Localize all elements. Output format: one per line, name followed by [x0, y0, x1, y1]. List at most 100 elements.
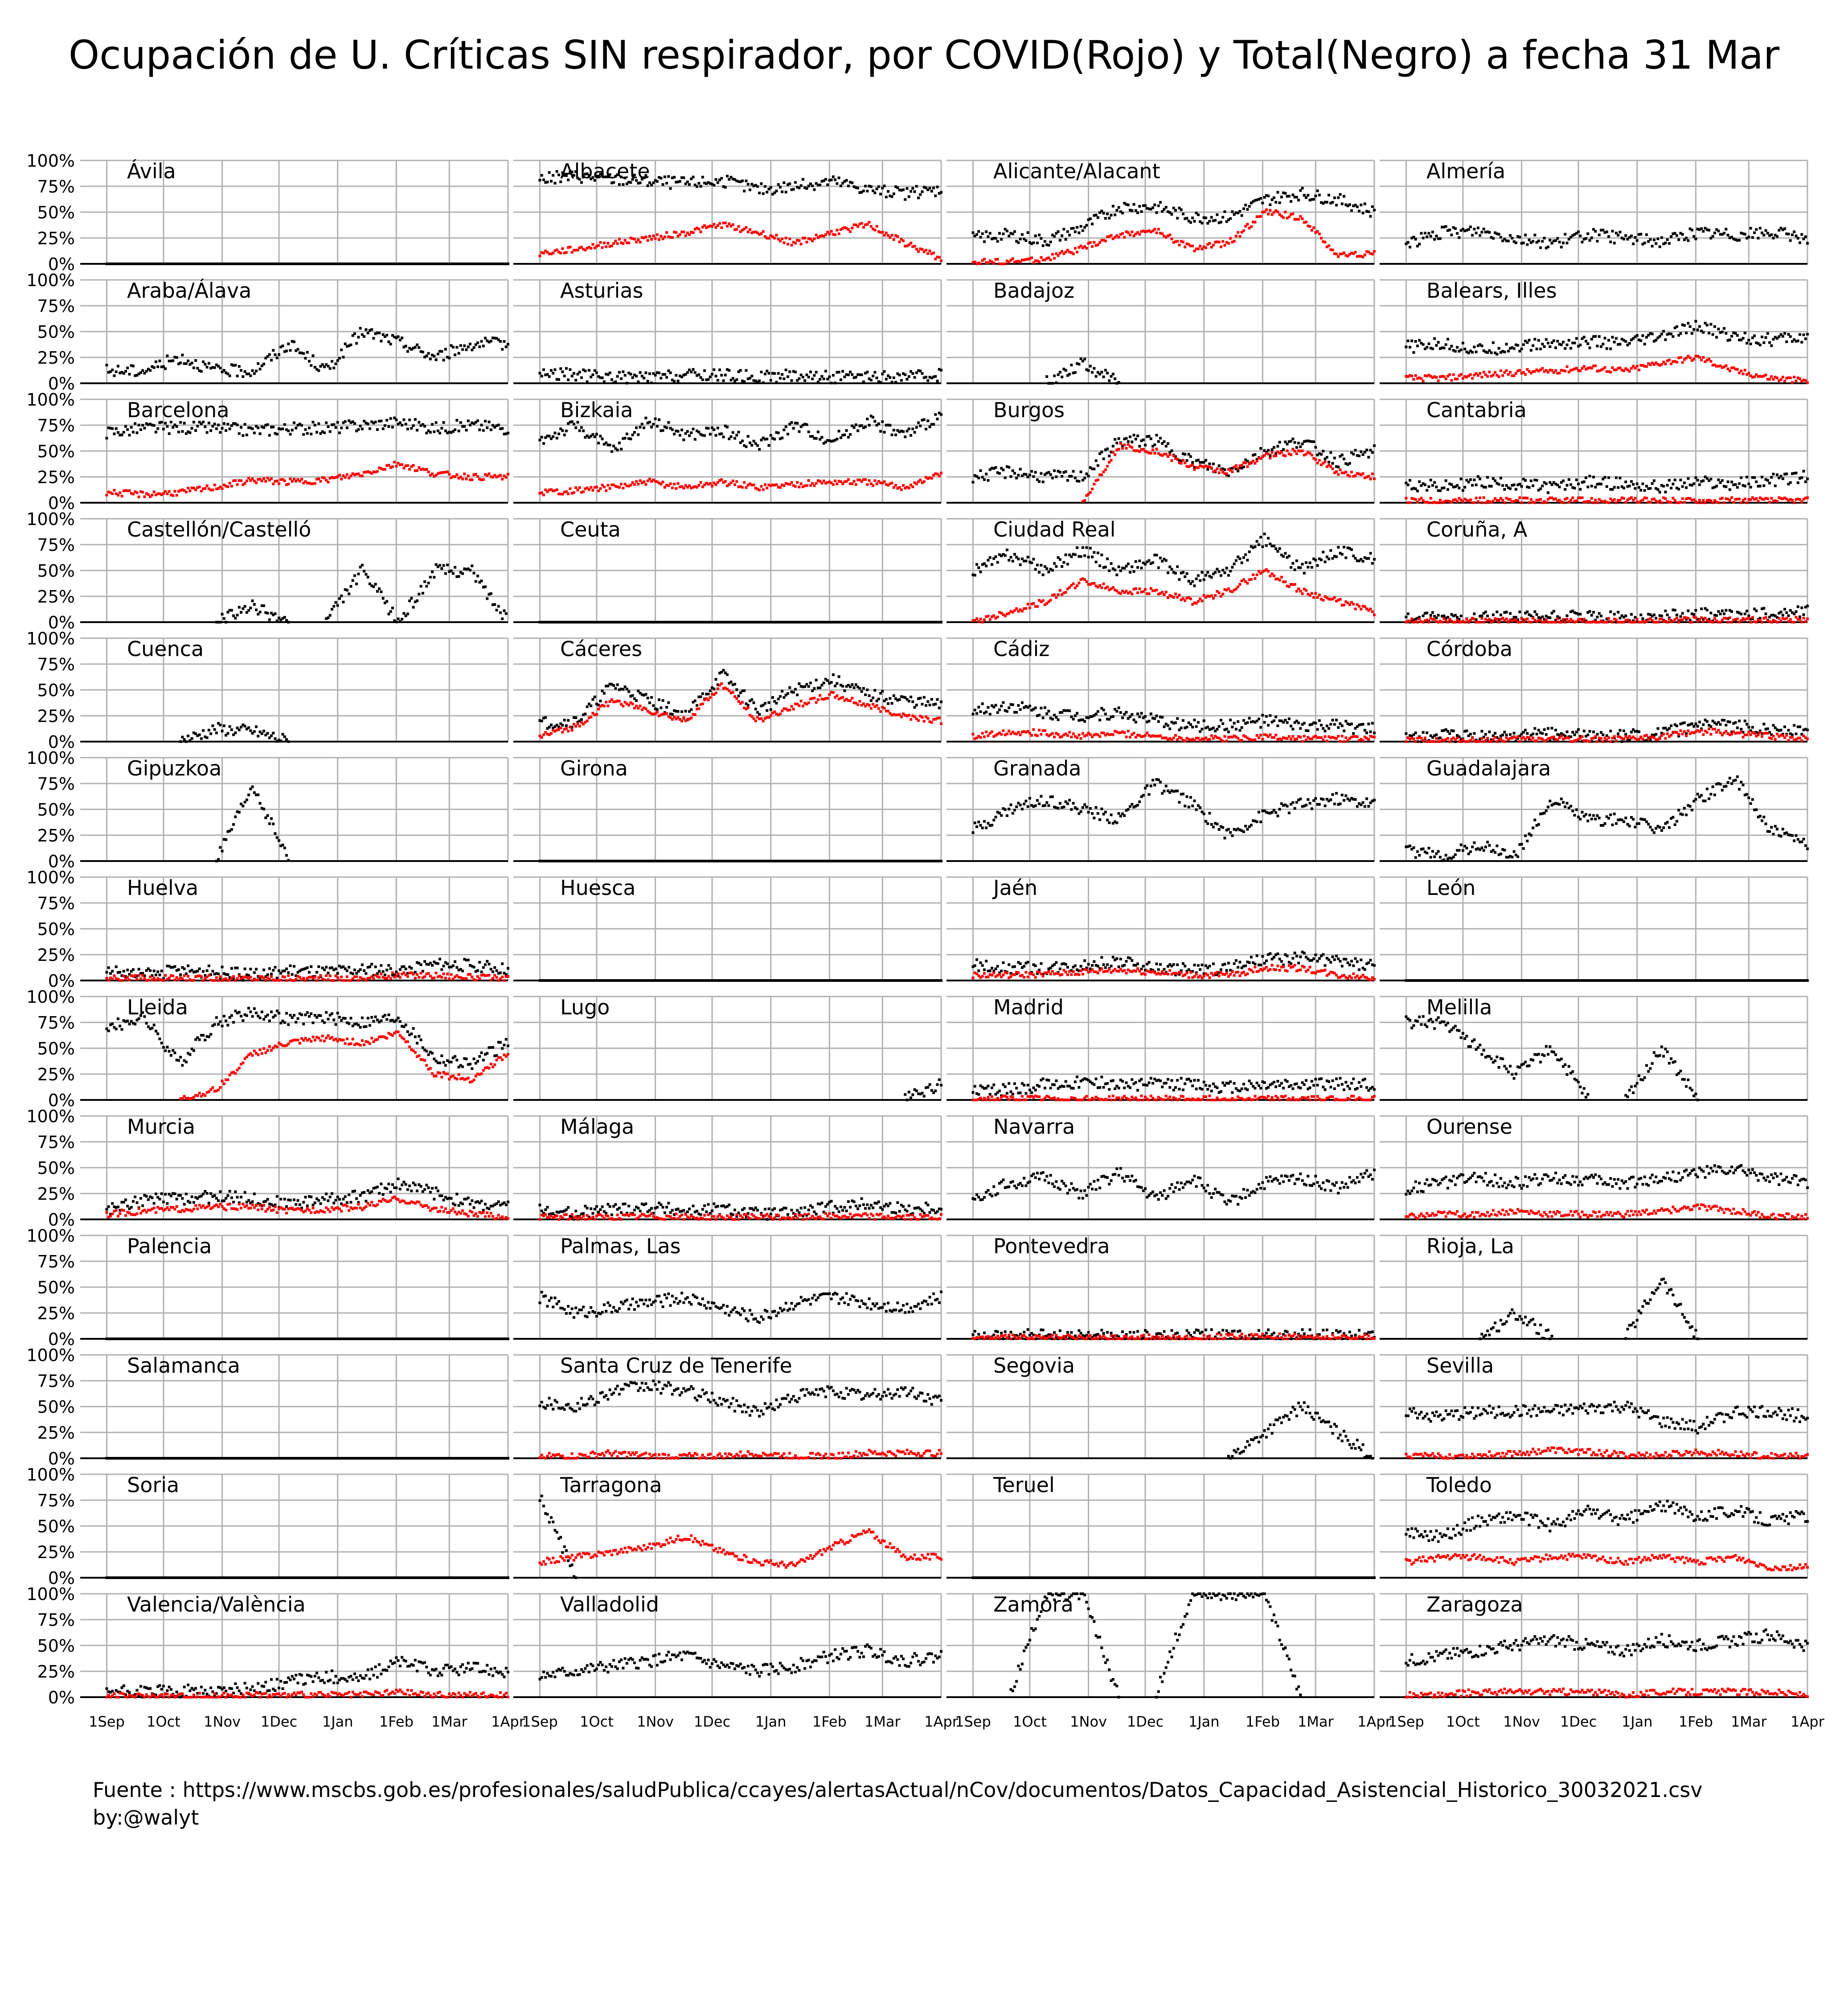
total-point — [586, 434, 589, 437]
covid-point — [1270, 213, 1274, 216]
covid-point — [877, 230, 880, 233]
total-point — [559, 427, 562, 431]
covid-point — [713, 481, 716, 484]
covid-point — [561, 247, 564, 250]
total-point — [1437, 341, 1440, 344]
total-point — [1013, 230, 1016, 233]
total-point — [1492, 237, 1495, 240]
covid-point — [917, 250, 920, 253]
total-point — [1161, 560, 1164, 563]
total-point — [940, 191, 942, 194]
total-point — [864, 425, 867, 428]
total-point — [152, 424, 156, 427]
total-point — [307, 427, 311, 430]
total-point — [1719, 481, 1722, 484]
covid-point — [1227, 242, 1230, 245]
covid-point — [1206, 465, 1209, 468]
total-point — [605, 621, 608, 624]
covid-point — [349, 474, 352, 477]
covid-point — [726, 225, 729, 228]
total-point — [1709, 237, 1713, 240]
covid-point — [1670, 362, 1673, 365]
total-point — [875, 376, 878, 379]
total-point — [1635, 334, 1639, 337]
covid-point — [376, 470, 379, 473]
total-point — [1655, 339, 1658, 342]
total-point — [264, 357, 267, 360]
total-point — [1581, 481, 1584, 484]
total-point — [1040, 237, 1043, 240]
total-point — [160, 421, 163, 424]
total-point — [1427, 232, 1430, 235]
total-point — [1072, 470, 1075, 473]
total-point — [202, 360, 205, 363]
total-point — [395, 336, 398, 339]
total-point — [414, 263, 417, 265]
covid-point — [553, 249, 557, 252]
total-point — [555, 170, 558, 173]
total-point — [264, 611, 267, 614]
total-point — [1026, 555, 1029, 558]
total-point — [1227, 574, 1230, 577]
total-point — [673, 432, 676, 435]
total-point — [597, 375, 600, 378]
total-point — [680, 621, 684, 624]
total-point — [1051, 569, 1054, 572]
total-point — [486, 263, 489, 265]
covid-point — [1089, 491, 1092, 494]
total-point — [1255, 458, 1258, 461]
total-point — [1520, 242, 1523, 245]
covid-point — [135, 491, 139, 494]
total-point — [1505, 484, 1508, 487]
total-point — [1108, 217, 1111, 220]
covid-point — [1087, 492, 1090, 496]
covid-point — [735, 480, 738, 483]
covid-point — [915, 247, 918, 250]
total-point — [868, 185, 871, 188]
total-point — [992, 557, 996, 560]
total-point — [1512, 347, 1516, 350]
total-point — [667, 421, 670, 424]
covid-point — [1488, 500, 1491, 503]
covid-point — [1501, 374, 1504, 377]
total-point — [296, 424, 299, 427]
covid-point — [1365, 476, 1369, 479]
covid-point — [1013, 260, 1016, 263]
total-point — [1444, 343, 1447, 346]
total-point — [245, 372, 248, 375]
total-point — [1721, 479, 1724, 482]
total-point — [166, 425, 169, 428]
total-point — [1655, 242, 1658, 245]
covid-point — [202, 487, 205, 490]
total-point — [593, 369, 596, 372]
total-point — [1437, 489, 1440, 492]
total-point — [397, 335, 400, 338]
total-point — [1078, 231, 1081, 234]
total-point — [576, 373, 579, 376]
total-point — [1512, 483, 1516, 486]
total-point — [643, 621, 646, 624]
total-point — [852, 621, 856, 624]
total-point — [1585, 476, 1588, 479]
total-point — [1295, 559, 1298, 562]
total-point — [1503, 488, 1506, 491]
total-point — [1446, 229, 1449, 232]
total-point — [1611, 488, 1614, 491]
covid-point — [994, 617, 997, 620]
total-point — [1562, 479, 1565, 482]
total-point — [569, 621, 572, 624]
total-point — [640, 374, 643, 377]
total-point — [1287, 195, 1291, 198]
total-point — [1360, 203, 1363, 206]
covid-point — [644, 483, 647, 486]
covid-point — [234, 479, 237, 482]
covid-point — [361, 474, 364, 477]
total-point — [1526, 485, 1529, 488]
total-point — [1740, 476, 1743, 479]
total-point — [1596, 345, 1599, 348]
total-point — [777, 431, 780, 435]
total-point — [731, 377, 734, 380]
total-point — [492, 424, 495, 427]
total-point — [253, 431, 256, 435]
total-point — [1234, 468, 1237, 471]
